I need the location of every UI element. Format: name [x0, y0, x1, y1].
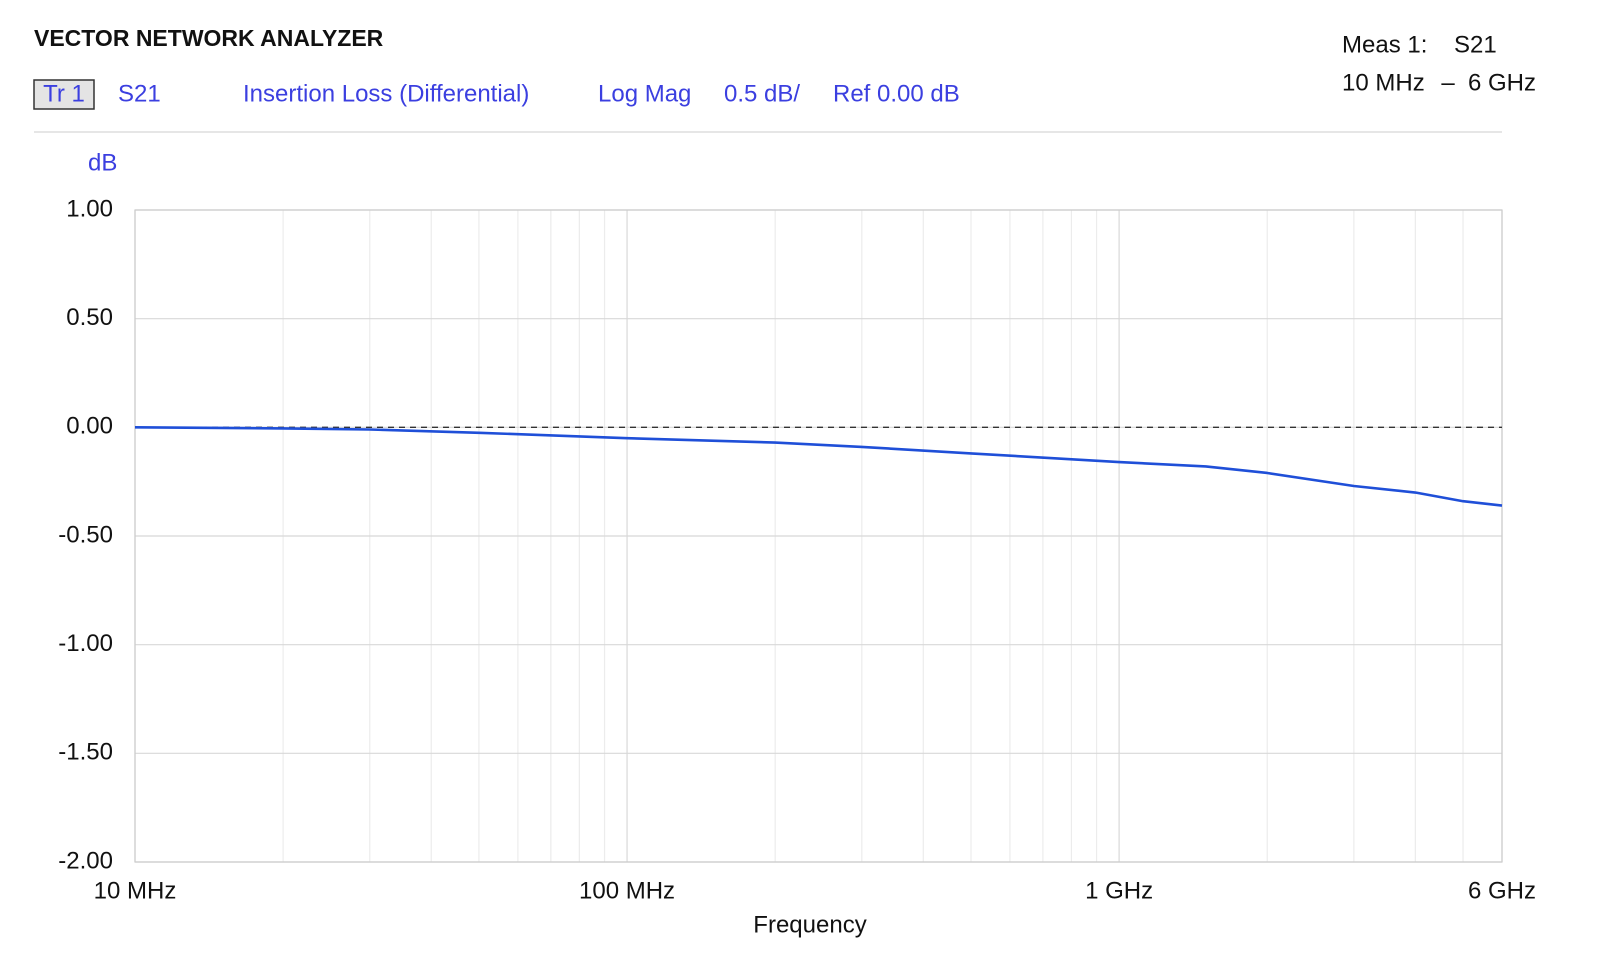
y-tick-label: -2.00 — [58, 847, 113, 874]
y-tick-label: -1.00 — [58, 630, 113, 657]
y-tick-label: -0.50 — [58, 521, 113, 548]
y-tick-label: 1.00 — [66, 195, 113, 222]
format: Log Mag — [598, 80, 691, 107]
reference: Ref 0.00 dB — [833, 80, 960, 107]
y-axis-label: dB — [88, 149, 117, 176]
trace-label: Tr 1 — [43, 80, 85, 107]
meas-label: Meas 1: — [1342, 31, 1427, 58]
y-tick-label: 0.50 — [66, 304, 113, 331]
x-tick-label: 1 GHz — [1085, 877, 1153, 904]
x-tick-label: 10 MHz — [94, 877, 177, 904]
y-tick-label: 0.00 — [66, 413, 113, 440]
span-stop: 6 GHz — [1468, 69, 1536, 96]
span-sep: – — [1441, 69, 1455, 96]
trace-box — [33, 79, 95, 110]
measurement: Insertion Loss (Differential) — [243, 80, 529, 107]
trace-line — [134, 426, 1503, 507]
x-tick-label: 100 MHz — [579, 877, 675, 904]
span-start: 10 MHz — [1342, 69, 1425, 96]
scale: 0.5 dB/ — [724, 80, 800, 107]
plot-frame — [134, 209, 1503, 863]
x-axis-label: Frequency — [753, 911, 866, 938]
meas-parameter: S21 — [1454, 31, 1497, 58]
chart-title: VECTOR NETWORK ANALYZER — [34, 25, 384, 51]
y-tick-label: -1.50 — [58, 739, 113, 766]
x-tick-label: 6 GHz — [1468, 877, 1536, 904]
parameter: S21 — [118, 80, 161, 107]
